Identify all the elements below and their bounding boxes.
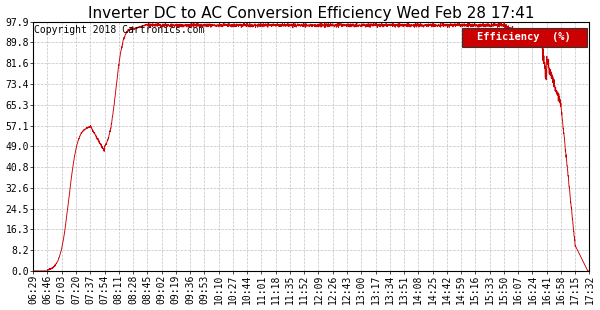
Text: Copyright 2018 Cartronics.com: Copyright 2018 Cartronics.com: [34, 25, 205, 35]
Title: Inverter DC to AC Conversion Efficiency Wed Feb 28 17:41: Inverter DC to AC Conversion Efficiency …: [88, 6, 535, 20]
Text: Efficiency  (%): Efficiency (%): [477, 32, 571, 42]
FancyBboxPatch shape: [461, 28, 587, 46]
